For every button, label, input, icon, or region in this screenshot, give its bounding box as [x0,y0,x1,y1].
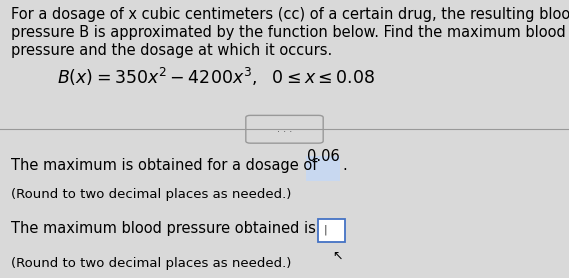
Text: $B(x) = 350x^2 - 4200x^3,\ \ 0 \leq x \leq 0.08$: $B(x) = 350x^2 - 4200x^3,\ \ 0 \leq x \l… [57,65,375,88]
FancyBboxPatch shape [246,115,323,143]
Text: The maximum blood pressure obtained is: The maximum blood pressure obtained is [11,221,321,236]
Text: ↖: ↖ [333,249,343,262]
FancyBboxPatch shape [306,156,340,181]
FancyBboxPatch shape [318,219,345,242]
Text: .: . [342,158,347,173]
Text: 0.06: 0.06 [307,149,340,164]
Text: For a dosage of x cubic centimeters (cc) of a certain drug, the resulting blood: For a dosage of x cubic centimeters (cc)… [11,7,569,22]
Text: (Round to two decimal places as needed.): (Round to two decimal places as needed.) [11,257,292,270]
Text: pressure and the dosage at which it occurs.: pressure and the dosage at which it occu… [11,43,333,58]
Text: pressure B is approximated by the function below. Find the maximum blood: pressure B is approximated by the functi… [11,25,566,40]
Text: (Round to two decimal places as needed.): (Round to two decimal places as needed.) [11,188,292,201]
Text: |: | [324,225,328,235]
Text: The maximum is obtained for a dosage of: The maximum is obtained for a dosage of [11,158,323,173]
Text: . . .: . . . [277,124,292,134]
